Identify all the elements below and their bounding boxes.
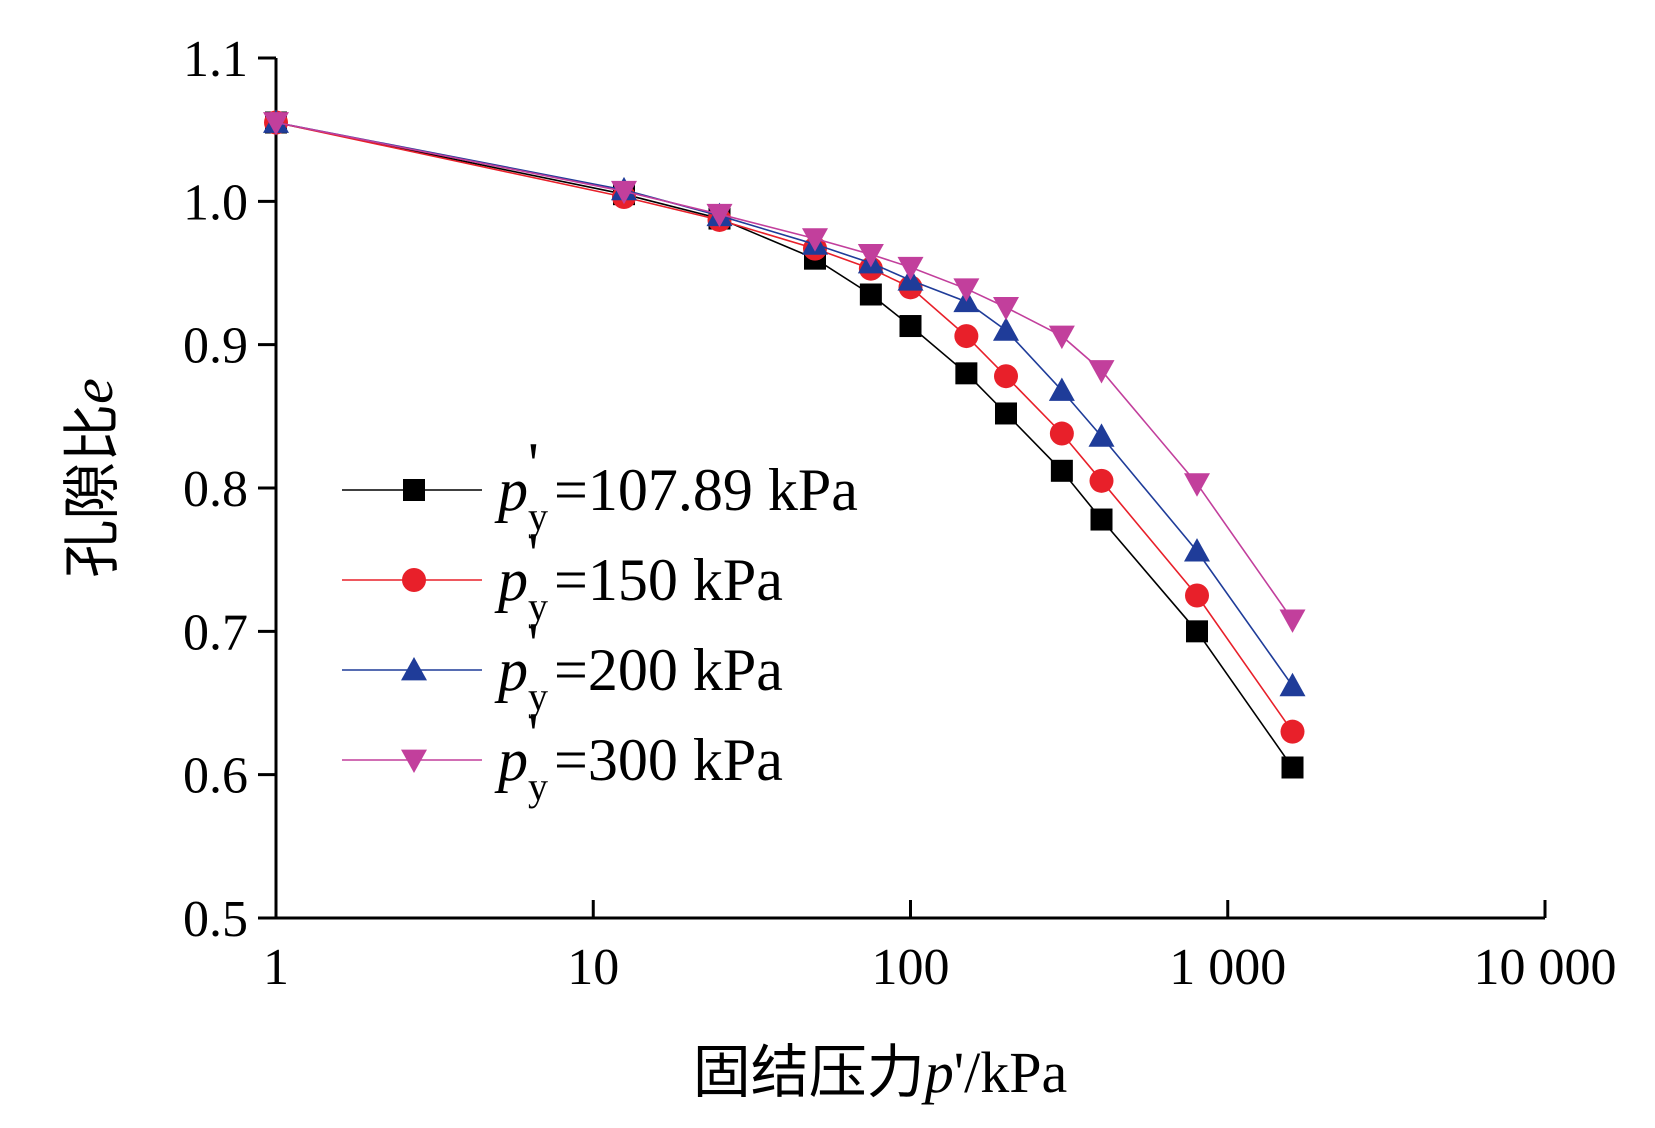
data-point: [857, 243, 884, 268]
data-point: [1279, 609, 1306, 633]
data-point: [993, 317, 1020, 341]
data-point: [1090, 508, 1113, 531]
data-point: [801, 228, 828, 252]
data-point: [994, 364, 1019, 389]
series-line: [275, 121, 1294, 687]
legend-label-sub: y: [528, 584, 548, 629]
y-tick-label: 0.9: [183, 318, 248, 375]
legend-label: =300 kPa: [554, 727, 783, 793]
legend-marker: [401, 657, 427, 681]
series-3: [263, 109, 1306, 697]
data-point: [1184, 473, 1211, 497]
legend-label-sub: y: [528, 494, 548, 539]
data-point: [1184, 538, 1211, 562]
data-point: [1279, 672, 1306, 697]
x-tick-label: 1: [263, 939, 289, 996]
series-line: [275, 121, 1294, 621]
x-axis-title: 固结压力p'/kPa: [693, 1038, 1068, 1106]
data-point: [1089, 468, 1114, 493]
x-tick-label: 100: [872, 939, 950, 996]
data-point: [955, 362, 978, 385]
legend-label-sub: y: [528, 674, 548, 719]
y-tick-label: 1.0: [183, 174, 248, 231]
data-point: [1050, 459, 1073, 482]
legend-label-var: p: [494, 457, 528, 523]
y-tick-label: 1.1: [183, 31, 248, 88]
data-point: [706, 203, 733, 228]
y-tick-label: 0.6: [183, 748, 248, 805]
legend-label: =150 kPa: [554, 547, 783, 613]
legend-label-prime: ': [528, 521, 539, 587]
legend-item: p'y =300 kPa: [342, 701, 783, 809]
legend-label: =200 kPa: [554, 637, 783, 703]
data-point: [859, 283, 882, 306]
data-point: [1186, 620, 1209, 643]
legend-label-var: p: [494, 547, 528, 613]
data-point: [953, 278, 980, 302]
legend-item: p'y =150 kPa: [342, 521, 783, 629]
data-point: [1280, 719, 1305, 744]
x-tick-label: 1 000: [1169, 939, 1286, 996]
data-point: [897, 256, 924, 281]
data-point: [263, 112, 289, 136]
data-point: [995, 402, 1018, 425]
legend-label-prime: ': [528, 701, 539, 767]
data-point: [1049, 421, 1074, 446]
legend-item: p'y =107.89 kPa: [342, 431, 858, 539]
data-point: [954, 324, 979, 349]
data-point: [1048, 325, 1075, 350]
legend-label-var: p: [494, 637, 528, 703]
legend-label: =107.89 kPa: [554, 457, 858, 523]
data-point: [1048, 377, 1075, 401]
series-line: [275, 121, 1294, 733]
legend-item: p'y =200 kPa: [342, 611, 783, 719]
data-point: [1088, 423, 1115, 447]
legend-label-prime: ': [528, 611, 539, 677]
y-tick-label: 0.7: [183, 604, 248, 661]
series-line: [275, 121, 1294, 768]
data-point: [899, 315, 922, 338]
x-tick-label: 10 000: [1474, 939, 1617, 996]
legend-label-var: p: [494, 727, 528, 793]
legend-marker: [403, 479, 425, 501]
data-point: [1088, 360, 1115, 384]
y-axis-title: 孔隙比e: [58, 378, 126, 578]
data-point: [1281, 756, 1304, 779]
legend-marker: [401, 749, 427, 773]
series-4: [263, 112, 1306, 633]
x-tick-label: 10: [567, 939, 619, 996]
series-layer: [263, 109, 1306, 779]
data-point: [1185, 583, 1210, 608]
legend-label-prime: ': [528, 431, 539, 497]
legend-label-sub: y: [528, 764, 548, 809]
data-point: [610, 180, 637, 205]
data-point: [993, 297, 1020, 321]
axes: 0.5 0.6 0.7 0.8 0.9 1.0 1.1 1 10 100 1 000 10 000: [183, 31, 1617, 996]
y-tick-label: 0.5: [183, 891, 248, 948]
y-tick-label: 0.8: [183, 461, 248, 518]
legend-marker: [402, 568, 426, 592]
